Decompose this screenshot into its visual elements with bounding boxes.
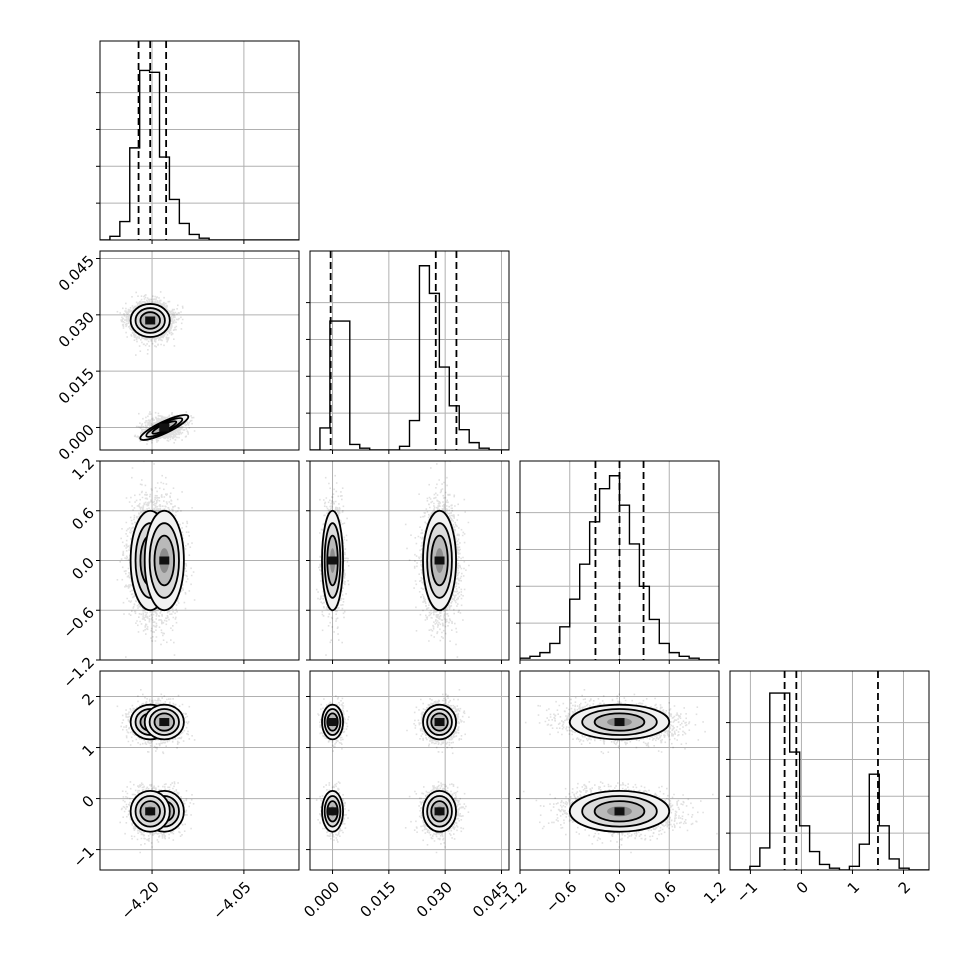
panel-content — [100, 41, 299, 240]
xtick-label: 1.2 — [700, 878, 730, 908]
ytick-label: 1.2 — [68, 454, 98, 484]
histogram-2 — [520, 475, 719, 660]
xtick-label: 0.015 — [356, 878, 399, 921]
panel-frame — [309, 250, 510, 451]
panel-content — [100, 461, 299, 660]
panel-frame — [99, 250, 300, 451]
panel-frame — [99, 460, 300, 661]
panel-frame — [99, 670, 300, 871]
panel-content — [310, 461, 509, 660]
panel-content — [730, 671, 929, 870]
ytick-label: −1.2 — [60, 653, 98, 691]
panel-frame — [519, 460, 720, 661]
density-peak-0 — [614, 718, 625, 727]
ytick-label: 0.030 — [55, 308, 98, 351]
density-peak-2 — [145, 807, 156, 816]
panel-2-1 — [306, 460, 510, 664]
panel-frame — [309, 460, 510, 661]
panel-content — [310, 671, 509, 870]
panel-2-2 — [516, 460, 720, 664]
ytick-label: 1 — [79, 741, 98, 760]
panel-3-0 — [96, 670, 300, 874]
density-peak-1 — [159, 556, 170, 565]
density-peak-0 — [145, 316, 156, 325]
xtick-label: −4.05 — [209, 878, 254, 923]
xtick-label: −1 — [733, 878, 761, 906]
panel-frame — [729, 670, 930, 871]
xtick-label: −4.20 — [118, 878, 163, 923]
ytick-label: 0.045 — [55, 252, 98, 295]
xtick-label: 0.000 — [300, 878, 343, 921]
density-peak-2 — [434, 807, 445, 816]
ytick-label: 0.6 — [68, 504, 98, 534]
ytick-label: −1 — [70, 843, 98, 871]
panel-1-1 — [306, 250, 510, 454]
density-peak-1 — [614, 807, 625, 816]
density-peak-3 — [159, 718, 170, 727]
panel-3-3 — [726, 670, 930, 874]
panel-3-2 — [516, 670, 720, 874]
xtick-label: 0.6 — [650, 878, 680, 908]
panel-frame — [309, 670, 510, 871]
xtick-label: 0.030 — [413, 878, 456, 921]
ytick-label: 0.015 — [55, 364, 98, 407]
ytick-label: 0.0 — [68, 554, 98, 584]
density-peak-1 — [327, 556, 338, 565]
ytick-label: 0.000 — [55, 421, 98, 464]
histogram-3 — [730, 692, 929, 870]
panel-content — [310, 251, 509, 450]
panel-3-1 — [306, 670, 510, 874]
panel-content — [100, 251, 299, 450]
panel-content — [520, 461, 719, 660]
density-peak-1 — [327, 807, 338, 816]
density-peak-1 — [159, 423, 170, 432]
panel-frame — [99, 40, 300, 241]
panel-0-0 — [96, 40, 300, 244]
xtick-label: −0.6 — [542, 878, 580, 916]
xtick-label: 1 — [844, 878, 863, 897]
panel-content — [520, 671, 719, 870]
ytick-label: −0.6 — [60, 604, 98, 642]
xtick-label: 2 — [895, 878, 914, 897]
panel-content — [100, 671, 299, 870]
histogram-1 — [310, 265, 509, 450]
xtick-label: 0 — [793, 878, 812, 897]
panel-1-0 — [96, 250, 300, 454]
histogram-0 — [100, 69, 299, 240]
xtick-label: 0.0 — [601, 878, 631, 908]
panel-2-0 — [96, 460, 300, 664]
ytick-label: 0 — [79, 792, 98, 811]
ytick-label: 2 — [79, 690, 98, 709]
density-peak-0 — [434, 556, 445, 565]
panel-frame — [519, 670, 720, 871]
density-peak-3 — [327, 718, 338, 727]
density-peak-0 — [434, 718, 445, 727]
